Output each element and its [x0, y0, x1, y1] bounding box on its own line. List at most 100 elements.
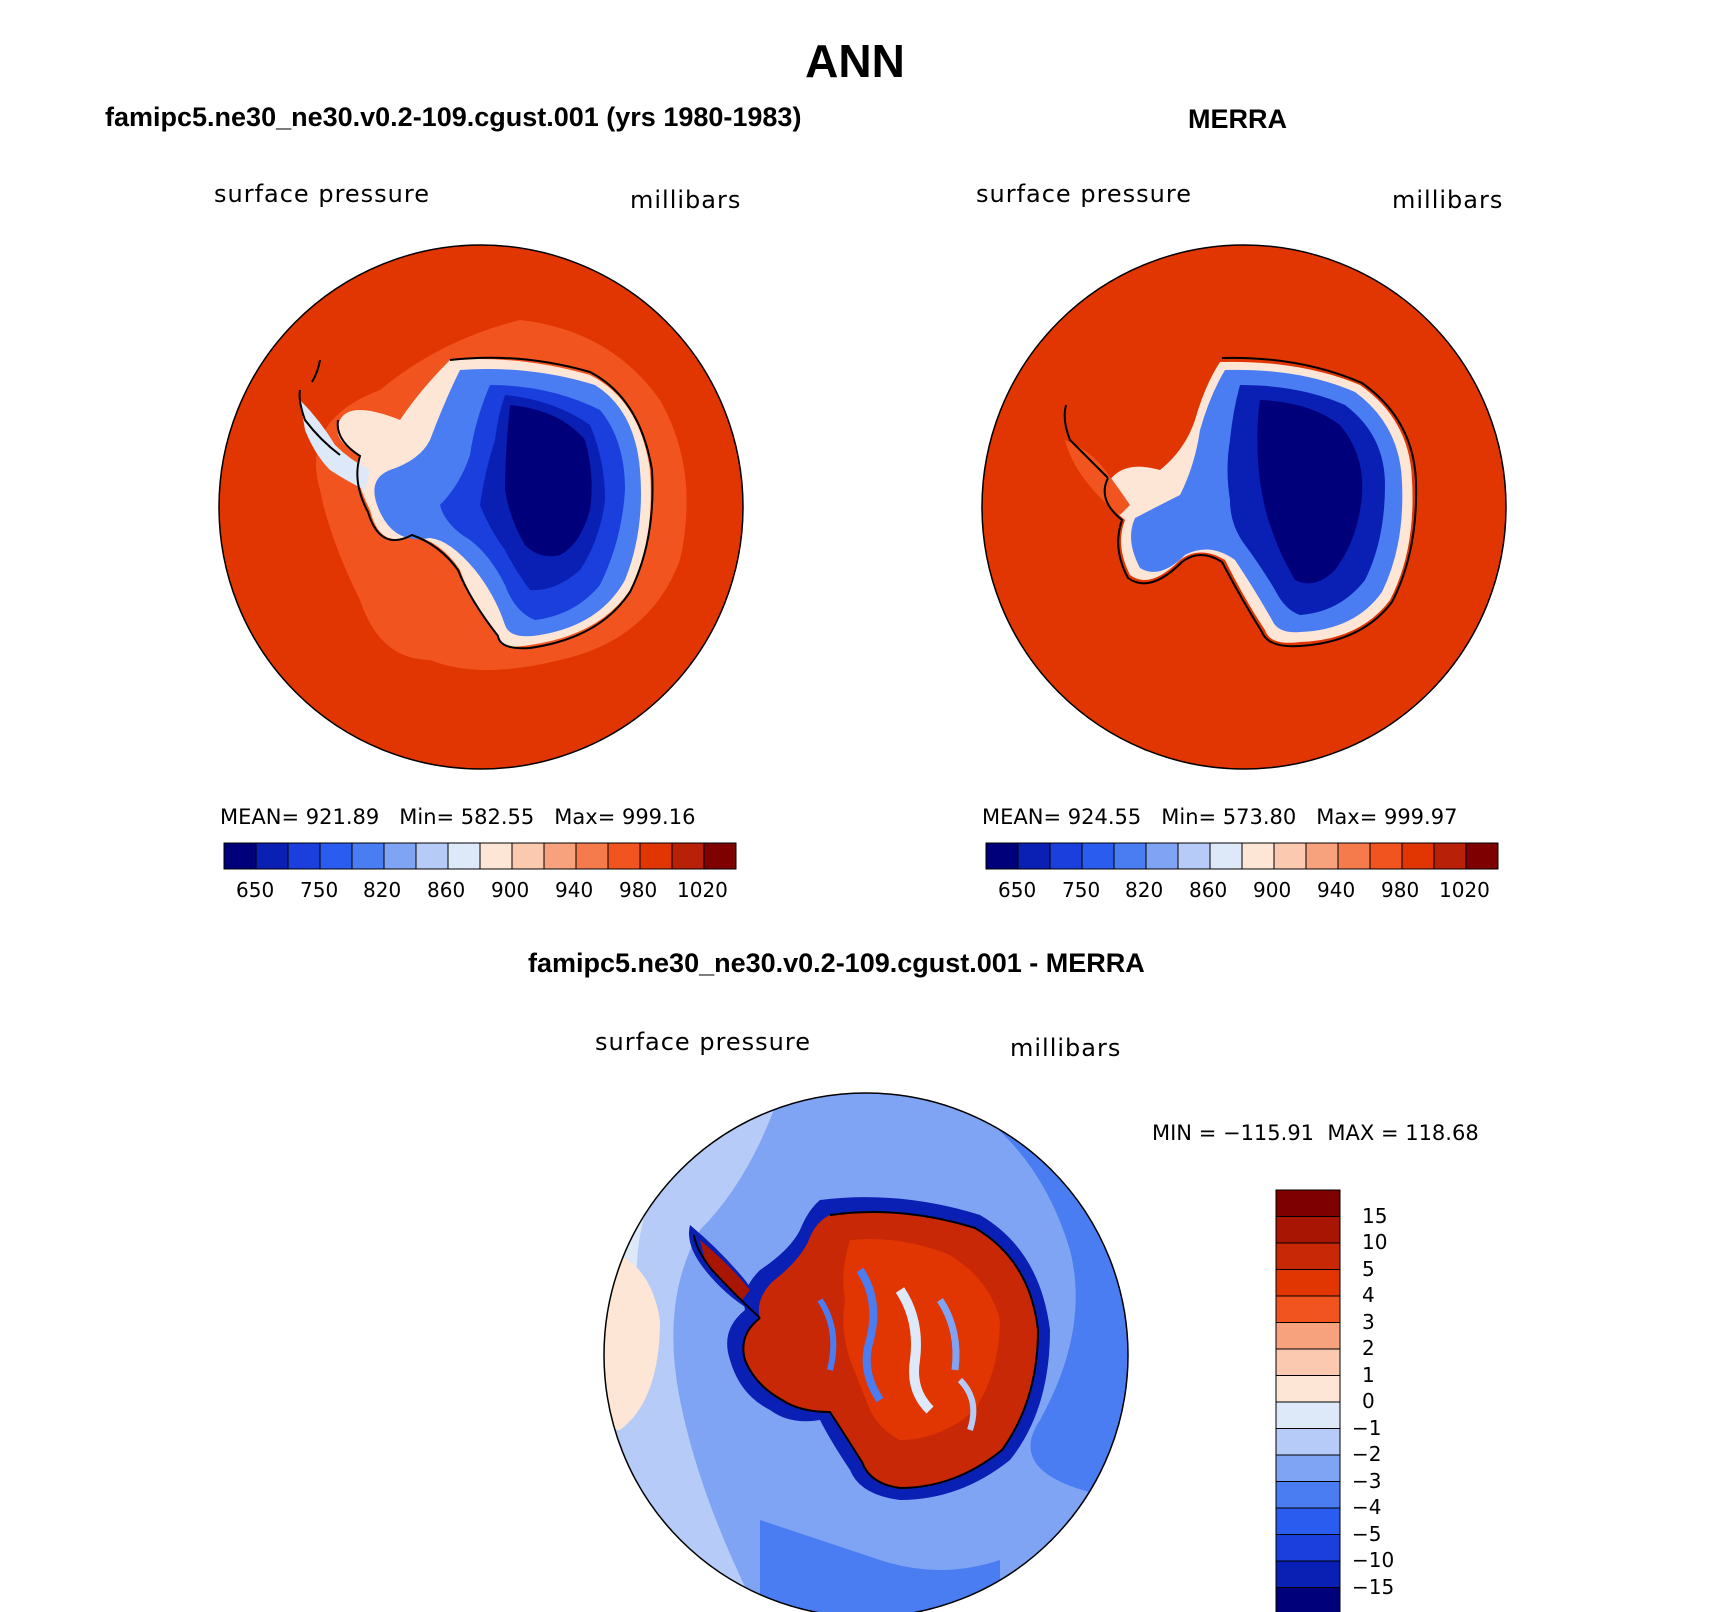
panel-3-tick-11: −4: [1352, 1495, 1382, 1519]
panel-2-colorbar-swatch-7: [1209, 842, 1243, 870]
panel-2-subtitle: MERRA: [1188, 104, 1287, 134]
panel-1-colorbar-swatch-14: [671, 842, 705, 870]
panel-3-colorbar-swatch-5: [1275, 1322, 1341, 1350]
panel-1-colorbar-swatch-1: [255, 842, 289, 870]
map-2-polar-plot: [982, 245, 1506, 769]
map-2-border: [981, 244, 1507, 770]
panel-2-colorbar-swatch-3: [1081, 842, 1115, 870]
panel-3-colorbar-swatch-9: [1275, 1428, 1341, 1456]
panel-1-stats: MEAN= 921.89 Min= 582.55 Max= 999.16: [220, 805, 696, 829]
panel-3-stats: MIN = −115.91 MAX = 118.68: [1152, 1121, 1479, 1145]
panel-2-tick-5: 940: [1317, 878, 1356, 902]
panel-2-tick-6: 980: [1381, 878, 1420, 902]
panel-2-tick-7: 1020: [1439, 878, 1490, 902]
panel-3-colorbar-swatch-13: [1275, 1534, 1341, 1562]
panel-3-tick-3: 4: [1362, 1283, 1375, 1307]
panel-1-tick-5: 940: [555, 878, 594, 902]
panel-3-tick-1: 10: [1362, 1230, 1388, 1254]
panel-2-colorbar-swatch-1: [1017, 842, 1051, 870]
panel-1-colorbar-swatch-9: [511, 842, 545, 870]
panel-1-colorbar-swatch-10: [543, 842, 577, 870]
panel-1-colorbar-swatch-13: [639, 842, 673, 870]
panel-3-tick-0: 15: [1362, 1204, 1388, 1228]
map-3-border: [603, 1092, 1129, 1612]
panel-2-colorbar: [985, 842, 1499, 870]
panel-2-colorbar-swatch-5: [1145, 842, 1179, 870]
panel-1-colorbar-swatch-5: [383, 842, 417, 870]
panel-1-colorbar-swatch-4: [351, 842, 385, 870]
panel-3-tick-10: −3: [1352, 1469, 1382, 1493]
panel-3-colorbar-swatch-0: [1275, 1189, 1341, 1217]
panel-1-variable-label: surface pressure: [214, 180, 430, 208]
panel-1-colorbar-swatch-15: [703, 842, 737, 870]
panel-3-colorbar-swatch-11: [1275, 1481, 1341, 1509]
panel-3-tick-6: 1: [1362, 1363, 1375, 1387]
panel-1-colorbar-swatch-12: [607, 842, 641, 870]
panel-3-colorbar-swatch-10: [1275, 1454, 1341, 1482]
panel-2-tick-3: 860: [1189, 878, 1228, 902]
panel-2-colorbar-swatch-4: [1113, 842, 1147, 870]
panel-3-tick-9: −2: [1352, 1442, 1382, 1466]
panel-3-tick-7: 0: [1362, 1389, 1375, 1413]
panel-2-variable-label: surface pressure: [976, 180, 1192, 208]
panel-3-tick-12: −5: [1352, 1522, 1382, 1546]
panel-2-colorbar-swatch-9: [1273, 842, 1307, 870]
panel-2-units-label: millibars: [1392, 186, 1504, 214]
panel-3-tick-8: −1: [1352, 1416, 1382, 1440]
map-1-polar-plot: [219, 245, 743, 769]
panel-3-colorbar-swatch-3: [1275, 1269, 1341, 1297]
panel-2-colorbar-swatch-6: [1177, 842, 1211, 870]
panel-1-units-label: millibars: [630, 186, 742, 214]
panel-3-subtitle: famipc5.ne30_ne30.v0.2-109.cgust.001 - M…: [528, 948, 1145, 978]
panel-3-colorbar-swatch-2: [1275, 1242, 1341, 1270]
panel-3-colorbar-swatch-14: [1275, 1560, 1341, 1588]
panel-3-colorbar-swatch-6: [1275, 1348, 1341, 1376]
panel-2-tick-0: 650: [998, 878, 1037, 902]
panel-3-colorbar-swatch-1: [1275, 1216, 1341, 1244]
panel-3-colorbar-swatch-4: [1275, 1295, 1341, 1323]
panel-3-tick-13: −10: [1352, 1548, 1395, 1572]
panel-1-tick-4: 900: [491, 878, 530, 902]
panel-2-tick-1: 750: [1062, 878, 1101, 902]
panel-1-tick-3: 860: [427, 878, 466, 902]
map-3-polar-plot: [604, 1093, 1128, 1612]
panel-2-colorbar-swatch-13: [1401, 842, 1435, 870]
map-1-border: [218, 244, 744, 770]
panel-2-colorbar-swatch-2: [1049, 842, 1083, 870]
panel-3-tick-5: 2: [1362, 1336, 1375, 1360]
panel-3-colorbar-swatch-8: [1275, 1401, 1341, 1429]
panel-1-subtitle: famipc5.ne30_ne30.v0.2-109.cgust.001 (yr…: [105, 102, 802, 132]
panel-2-colorbar-swatch-15: [1465, 842, 1499, 870]
panel-3-variable-label: surface pressure: [595, 1028, 811, 1056]
panel-1-tick-1: 750: [300, 878, 339, 902]
panel-1-colorbar-swatch-3: [319, 842, 353, 870]
panel-2-colorbar-swatch-8: [1241, 842, 1275, 870]
panel-2-tick-2: 820: [1125, 878, 1164, 902]
figure-title: ANN: [805, 35, 905, 87]
panel-3-colorbar-swatch-15: [1275, 1587, 1341, 1612]
panel-1-colorbar-swatch-0: [223, 842, 257, 870]
panel-3-colorbar-swatch-12: [1275, 1507, 1341, 1535]
panel-3-tick-14: −15: [1352, 1575, 1395, 1599]
panel-3-units-label: millibars: [1010, 1034, 1122, 1062]
panel-2-tick-4: 900: [1253, 878, 1292, 902]
panel-3-tick-2: 5: [1362, 1257, 1375, 1281]
panel-1-colorbar-swatch-6: [415, 842, 449, 870]
panel-2-colorbar-swatch-10: [1305, 842, 1339, 870]
panel-1-tick-7: 1020: [677, 878, 728, 902]
panel-1-colorbar-swatch-2: [287, 842, 321, 870]
panel-2-colorbar-swatch-12: [1369, 842, 1403, 870]
panel-1-colorbar-swatch-8: [479, 842, 513, 870]
panel-3-colorbar-swatch-7: [1275, 1375, 1341, 1403]
panel-2-stats: MEAN= 924.55 Min= 573.80 Max= 999.97: [982, 805, 1458, 829]
panel-3-tick-4: 3: [1362, 1310, 1375, 1334]
panel-2-colorbar-swatch-0: [985, 842, 1019, 870]
panel-1-colorbar-swatch-11: [575, 842, 609, 870]
panel-2-colorbar-swatch-11: [1337, 842, 1371, 870]
panel-1-tick-0: 650: [236, 878, 275, 902]
panel-3-colorbar: [1275, 1189, 1341, 1612]
panel-1-tick-6: 980: [619, 878, 658, 902]
panel-1-tick-2: 820: [363, 878, 402, 902]
panel-2-colorbar-swatch-14: [1433, 842, 1467, 870]
